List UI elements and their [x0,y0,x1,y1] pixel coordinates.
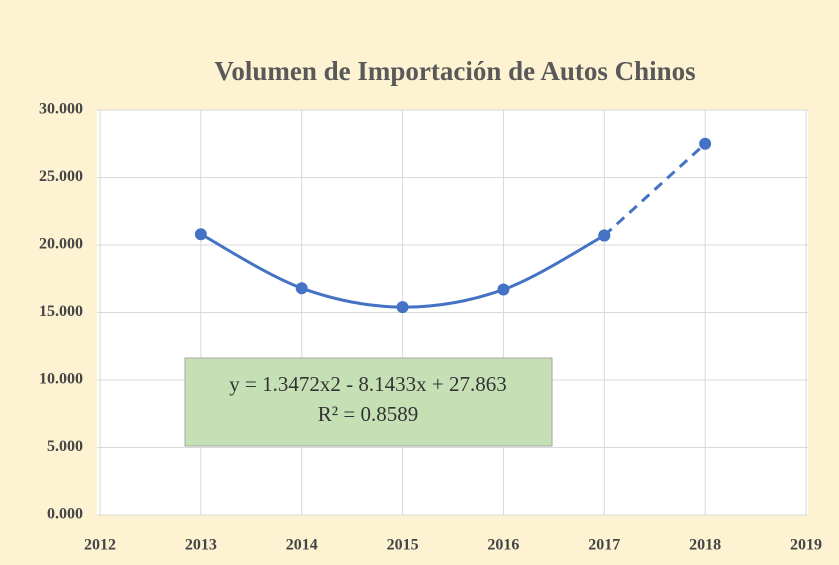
y-tick-label: 10.000 [39,371,83,388]
data-point [699,137,712,150]
equation-box [184,357,553,447]
data-point [295,282,308,295]
y-tick-label: 20.000 [39,236,83,253]
data-point [194,228,207,241]
x-tick-label: 2015 [387,537,419,554]
x-tick-label: 2019 [790,537,822,554]
y-tick-label: 25.000 [39,168,83,185]
data-point [598,229,611,242]
x-tick-label: 2013 [185,537,217,554]
x-tick-label: 2016 [487,537,519,554]
y-tick-label: 0.000 [47,506,83,523]
x-tick-label: 2014 [286,537,318,554]
trend-line [603,142,707,237]
x-tick-label: 2012 [84,537,116,554]
equation-text: R² = 0.8589 [318,402,418,426]
equation-text: y = 1.3472x2 - 8.1433x + 27.863 [229,372,506,396]
x-tick-label: 2017 [588,537,620,554]
chart-title: Volumen de Importación de Autos Chinos [214,56,695,86]
y-tick-label: 5.000 [47,438,83,455]
data-point [497,283,510,296]
data-point [396,301,409,314]
x-tick-label: 2018 [689,537,721,554]
y-tick-label: 15.000 [39,303,83,320]
y-tick-label: 30.000 [39,101,83,118]
